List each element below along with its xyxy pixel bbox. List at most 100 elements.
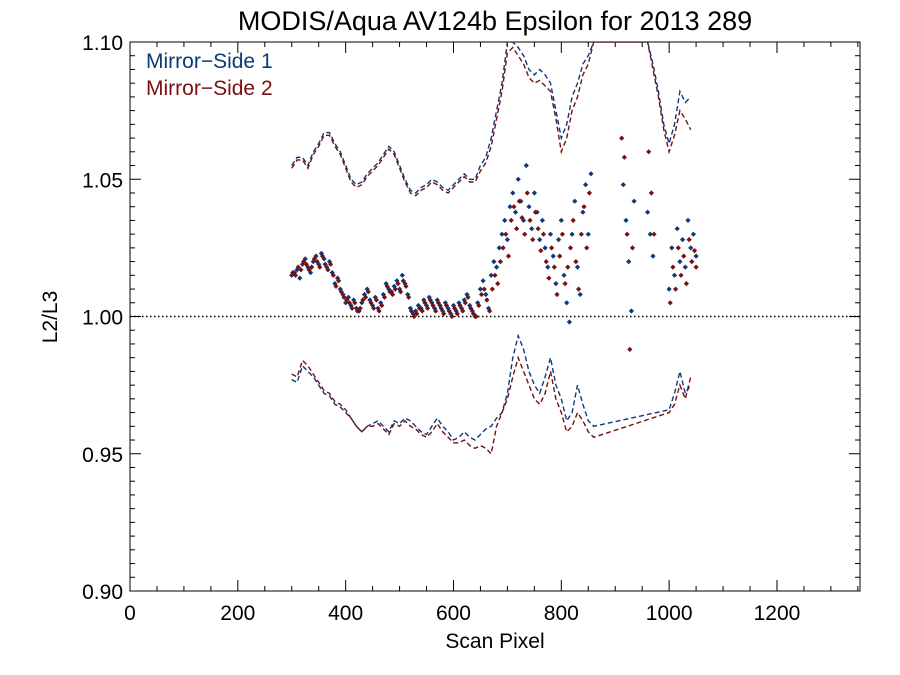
series-2-point [392,286,398,292]
series-2-point [363,294,369,300]
series-2-point [303,261,309,267]
series-1-point [550,253,556,259]
series-1-point [442,300,448,306]
series-2-point [678,272,684,278]
series-2-point [516,198,522,204]
series-2-point [295,264,301,270]
series-2-point [306,267,312,273]
series-2-point [670,264,676,270]
series-2-point [441,311,447,317]
series-2-point [503,231,509,237]
series-2-point [586,190,592,196]
y-tick-label: 1.10 [82,32,123,55]
x-tick-label: 800 [544,602,579,625]
series-2-point [427,297,433,303]
series-2-point [352,300,358,306]
series-2-point [360,297,366,303]
series-2-point [416,305,423,311]
x-tick-label: 0 [124,602,136,625]
series-1-point [294,267,300,273]
series-2-point [468,305,474,311]
series-2-point [492,272,498,278]
series-1-point [426,294,432,300]
series-2-point [398,289,404,295]
series-1-point [359,300,365,306]
series-2-point [675,245,681,251]
series-1-point [459,305,465,311]
series-1-point [553,281,559,287]
series-2-point [349,305,355,311]
series-2-point [292,272,299,278]
series-2-point [379,302,385,309]
series-2-point [311,256,317,262]
series-2-point [371,305,377,311]
legend-entry-mirror-side-2: Mirror−Side 2 [146,77,273,100]
series-2-point [462,300,468,306]
series-2-point [381,294,388,300]
series-2-point [648,190,654,196]
series-2-point [497,259,503,265]
series-2-point [627,346,633,352]
series-2-point [290,270,296,276]
series-2-point [489,286,495,292]
series-1-point [577,291,583,298]
series-1-point [507,204,513,210]
series-1-point [456,300,462,306]
series-1-point [496,245,502,251]
series-1-point [477,286,483,292]
series-2-point [624,231,630,237]
series-1-point [378,300,384,306]
series-1-point [666,286,672,292]
series-1-point [572,198,578,204]
series-2-point [549,245,555,251]
series-2-point [301,259,307,265]
y-tick-label: 0.90 [82,581,123,604]
series-1-lower-bound-line [291,333,692,441]
series-1-point [512,209,519,215]
series-1-point [475,300,481,306]
series-2-point [460,308,466,314]
series-1-point [561,272,567,278]
series-2-point [411,313,417,320]
series-2-point [481,286,487,292]
series-1-point [685,217,691,223]
series-1-point [526,204,532,210]
series-2-point [621,154,627,160]
series-2-point [457,302,463,309]
series-2-point [551,264,557,270]
series-1-point [297,275,303,281]
series-1-point [669,245,675,251]
series-2-point [473,313,479,320]
series-2-point [619,135,625,141]
series-1-point [539,217,545,223]
series-2-point [686,237,692,243]
y-tick-label: 1.00 [82,307,123,330]
y-axis-label: L2/L3 [39,291,62,344]
x-tick-label: 200 [220,602,255,625]
series-2-point [476,302,482,309]
series-2-point [546,275,552,281]
series-1-point [364,286,370,292]
series-1-upper-bound-line [291,42,692,194]
series-2-point [530,237,536,243]
series-1-point [445,305,451,311]
series-1-point [523,162,529,169]
series-1-point [305,264,311,270]
y-tick-label: 0.95 [82,444,123,467]
series-2-point [584,245,590,251]
series-2-point [543,259,549,265]
series-1-point [588,171,594,177]
series-2-point [341,294,347,300]
series-2-point [578,231,584,237]
legend: Mirror−Side 1 Mirror−Side 2 [146,50,273,100]
series-2-point [325,267,331,273]
series-1-point [321,256,327,262]
series-2-point [693,264,699,270]
x-tick-label: 600 [436,602,471,625]
series-2-point [505,253,512,259]
series-1-point [529,226,535,232]
series-1-point [556,237,562,243]
series-2-point [522,231,528,237]
series-1-point [491,259,497,265]
